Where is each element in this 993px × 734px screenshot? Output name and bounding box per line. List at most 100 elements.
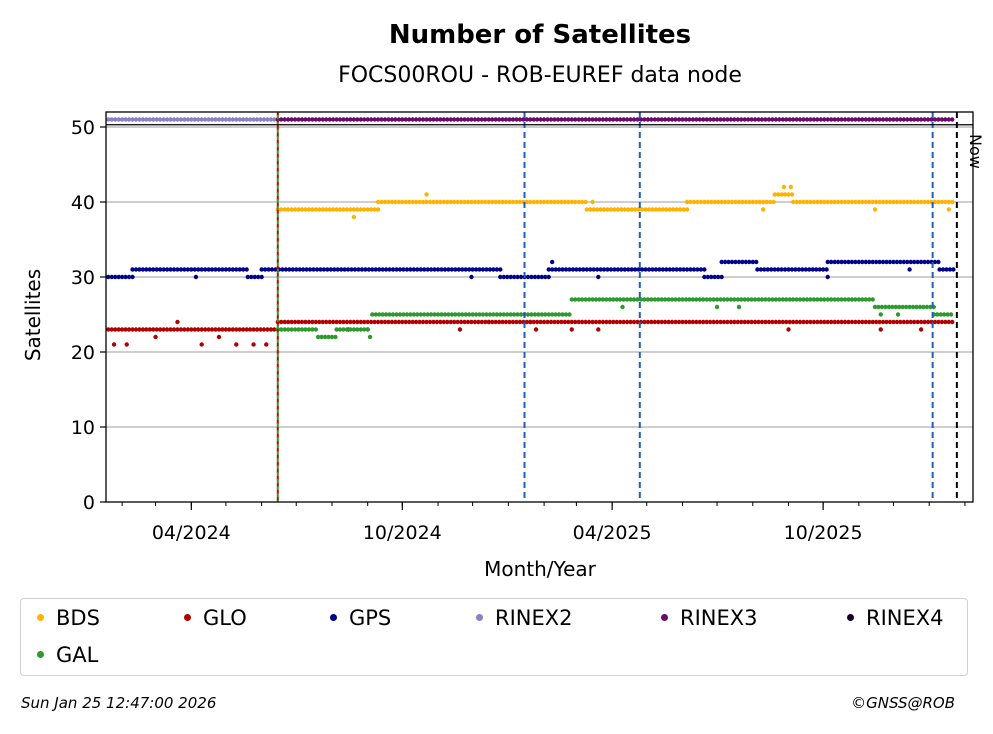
data-point xyxy=(680,117,685,122)
data-point xyxy=(182,327,187,332)
data-point xyxy=(192,327,197,332)
data-point xyxy=(154,117,159,122)
data-point xyxy=(230,327,236,332)
data-point xyxy=(621,297,626,302)
data-point xyxy=(285,207,291,212)
data-point xyxy=(500,117,505,122)
data-point xyxy=(185,327,191,332)
data-point xyxy=(628,319,633,325)
data-point xyxy=(261,117,267,122)
data-point xyxy=(687,319,692,325)
data-point xyxy=(479,199,485,205)
data-point xyxy=(684,267,690,272)
data-point xyxy=(469,319,474,325)
data-point xyxy=(456,267,461,272)
data-point xyxy=(846,297,851,302)
data-point xyxy=(448,117,453,122)
rinex3-marker-icon xyxy=(661,613,668,621)
data-point xyxy=(338,267,344,272)
data-point xyxy=(458,319,464,325)
data-point xyxy=(946,319,951,325)
data-point xyxy=(702,274,707,280)
data-point xyxy=(341,117,346,122)
data-point xyxy=(394,312,399,317)
data-point xyxy=(453,312,458,317)
data-point xyxy=(808,319,813,325)
data-point xyxy=(268,117,274,122)
data-point xyxy=(543,274,548,280)
data-point xyxy=(300,267,306,272)
data-point xyxy=(636,207,641,212)
data-point xyxy=(801,199,806,205)
data-point xyxy=(348,319,353,325)
data-point xyxy=(908,117,913,122)
data-point xyxy=(365,327,370,332)
data-point xyxy=(247,117,253,122)
data-point xyxy=(586,117,592,122)
data-point xyxy=(765,267,770,272)
data-point xyxy=(929,117,934,122)
data-point xyxy=(694,319,699,325)
data-point xyxy=(925,319,931,325)
data-point xyxy=(780,319,785,325)
data-point xyxy=(828,259,834,265)
data-point xyxy=(946,207,951,212)
satellite-chart: Number of Satellites FOCS00ROU - ROB-EUR… xyxy=(21,20,985,581)
data-point xyxy=(383,312,389,317)
data-point xyxy=(273,267,278,272)
series-glo xyxy=(106,319,955,347)
data-point xyxy=(151,267,156,272)
data-point xyxy=(480,312,486,317)
data-point xyxy=(321,267,327,272)
data-point xyxy=(119,327,125,332)
data-point xyxy=(704,117,709,122)
data-point xyxy=(732,297,737,302)
data-point xyxy=(636,267,641,272)
data-point xyxy=(947,267,953,272)
data-point xyxy=(379,117,384,122)
data-point xyxy=(417,199,422,205)
data-point xyxy=(178,267,184,272)
data-point xyxy=(607,297,613,302)
data-point xyxy=(698,267,704,272)
data-point xyxy=(563,267,569,272)
data-point xyxy=(549,312,555,317)
data-point xyxy=(835,297,841,302)
data-point xyxy=(793,267,798,272)
data-point xyxy=(476,319,481,325)
data-point xyxy=(740,199,745,205)
data-point xyxy=(317,207,322,212)
data-point xyxy=(877,319,882,325)
data-point xyxy=(501,274,506,280)
data-point xyxy=(666,117,671,122)
data-point xyxy=(294,267,299,272)
data-point xyxy=(473,312,479,317)
bds-marker-icon xyxy=(37,613,44,621)
data-point xyxy=(714,319,720,325)
data-point xyxy=(683,319,689,325)
data-point xyxy=(702,267,707,272)
data-point xyxy=(536,274,541,280)
data-point xyxy=(496,117,502,122)
data-point xyxy=(341,327,346,332)
data-point xyxy=(524,319,530,325)
data-point xyxy=(383,267,389,272)
data-point xyxy=(119,117,125,122)
data-point xyxy=(763,319,768,325)
series-gal xyxy=(275,297,954,340)
data-point xyxy=(404,267,410,272)
data-point xyxy=(674,267,679,272)
data-point xyxy=(673,297,678,302)
data-point xyxy=(342,267,347,272)
data-point xyxy=(657,207,662,212)
data-point xyxy=(745,117,751,122)
data-point xyxy=(434,199,440,205)
data-point xyxy=(503,199,509,205)
data-point xyxy=(643,267,648,272)
data-point xyxy=(372,117,377,122)
data-point xyxy=(216,117,222,122)
data-point xyxy=(600,319,606,325)
data-point xyxy=(365,117,370,122)
data-point xyxy=(307,267,313,272)
data-point xyxy=(310,207,315,212)
